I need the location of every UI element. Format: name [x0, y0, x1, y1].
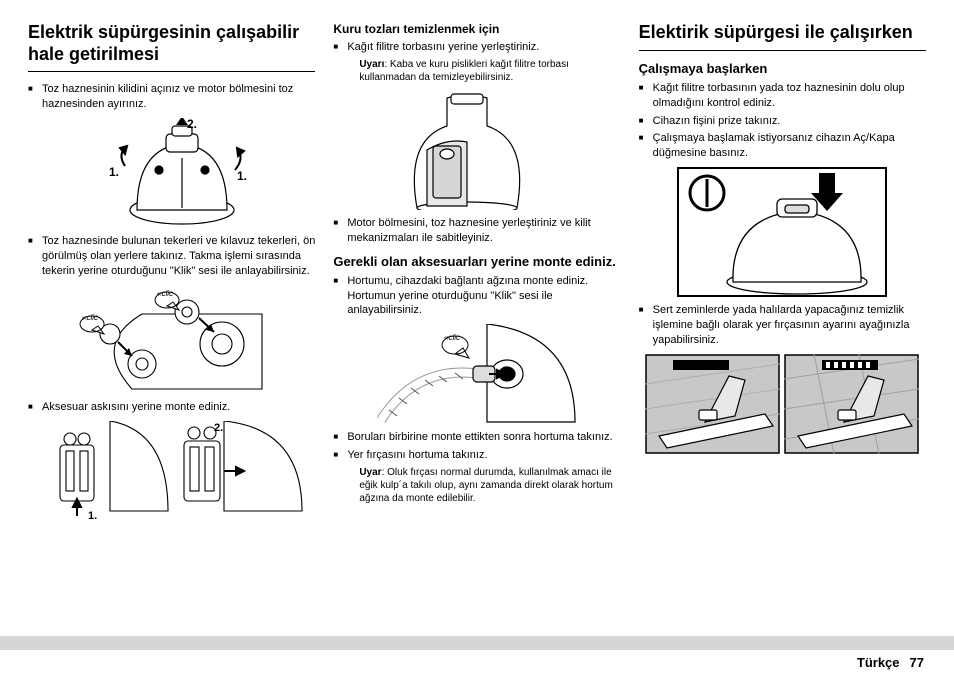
column-2: Kuru tozları temizlenmek için Kağıt fili…	[333, 22, 620, 630]
col3-h2: Çalışmaya başlarken	[639, 61, 926, 77]
figure-hose-connect: «clic	[333, 324, 620, 424]
column-1: Elektrik süpürgesinin çalışabilir hale g…	[28, 22, 315, 630]
label-clic-2: «clic	[82, 313, 98, 322]
col1-bullet-1: Toz haznesinin kilidini açınız ve motor …	[28, 82, 315, 112]
label-2b: 2.	[214, 422, 223, 434]
label-1c: 1.	[88, 510, 97, 521]
label-1b: 1.	[237, 169, 247, 183]
figure-filter-bag	[333, 90, 620, 210]
figure-power-button	[639, 167, 926, 297]
divider	[28, 71, 315, 72]
col2-bullet-3: Hortumu, cihazdaki bağlantı ağzına monte…	[333, 274, 620, 319]
footer-bar	[0, 636, 954, 650]
col2-h3: Kuru tozları temizlenmek için	[333, 22, 620, 36]
figure-floor-brush	[639, 354, 926, 454]
footer-language: Türkçe	[857, 655, 900, 670]
col3-bullet-2: Cihazın fişini prize takınız.	[639, 114, 926, 129]
figure-vacuum-unlock: 1. 2. 1.	[28, 118, 315, 228]
figure-accessory-hanger: 1. 2.	[28, 421, 315, 521]
col1-bullet-3: Aksesuar askısını yerine monte ediniz.	[28, 400, 315, 415]
col2-h2: Gerekli olan aksesuarları yerine monte e…	[333, 254, 620, 270]
col1-heading: Elektrik süpürgesinin çalışabilir hale g…	[28, 22, 315, 65]
label-1a: 1.	[109, 165, 119, 179]
col2-bullet-2: Motor bölmesini, toz haznesine yerleştir…	[333, 216, 620, 246]
column-3: Elektirik süpürgesi ile çalışırken Çalış…	[639, 22, 926, 630]
footer: Türkçe 77	[857, 655, 924, 670]
col3-bullet-1: Kağıt filitre torbasının yada toz haznes…	[639, 81, 926, 111]
col2-bullet-1: Kağıt filitre torbasını yerine yerleştir…	[333, 40, 620, 55]
col3-bullet-3: Çalışmaya başlamak istiyorsanız cihazın …	[639, 131, 926, 161]
col2-bullet-4: Boruları birbirine monte ettikten sonra …	[333, 430, 620, 445]
col3-bullet-4: Sert zeminlerde yada halılarda yapacağın…	[639, 303, 926, 348]
label-2: 2.	[187, 118, 197, 131]
col1-bullet-2: Toz haznesinde bulunan tekerleri ve kıla…	[28, 234, 315, 279]
col2-note-1: Uyarı: Kaba ve kuru pislikleri kağıt fil…	[333, 58, 620, 84]
footer-page: 77	[910, 655, 924, 670]
label-clic-1: «clic	[157, 289, 173, 298]
col2-bullet-5: Yer fırçasını hortuma takınız.	[333, 448, 620, 463]
label-clic-3: «clic	[444, 333, 460, 342]
col3-heading: Elektirik süpürgesi ile çalışırken	[639, 22, 926, 44]
figure-wheels: «clic «clic	[28, 284, 315, 394]
col2-note-2: Uyar: Oluk fırçası normal durumda, kulla…	[333, 466, 620, 505]
divider-3	[639, 50, 926, 51]
page: Elektrik süpürgesinin çalışabilir hale g…	[0, 0, 954, 630]
